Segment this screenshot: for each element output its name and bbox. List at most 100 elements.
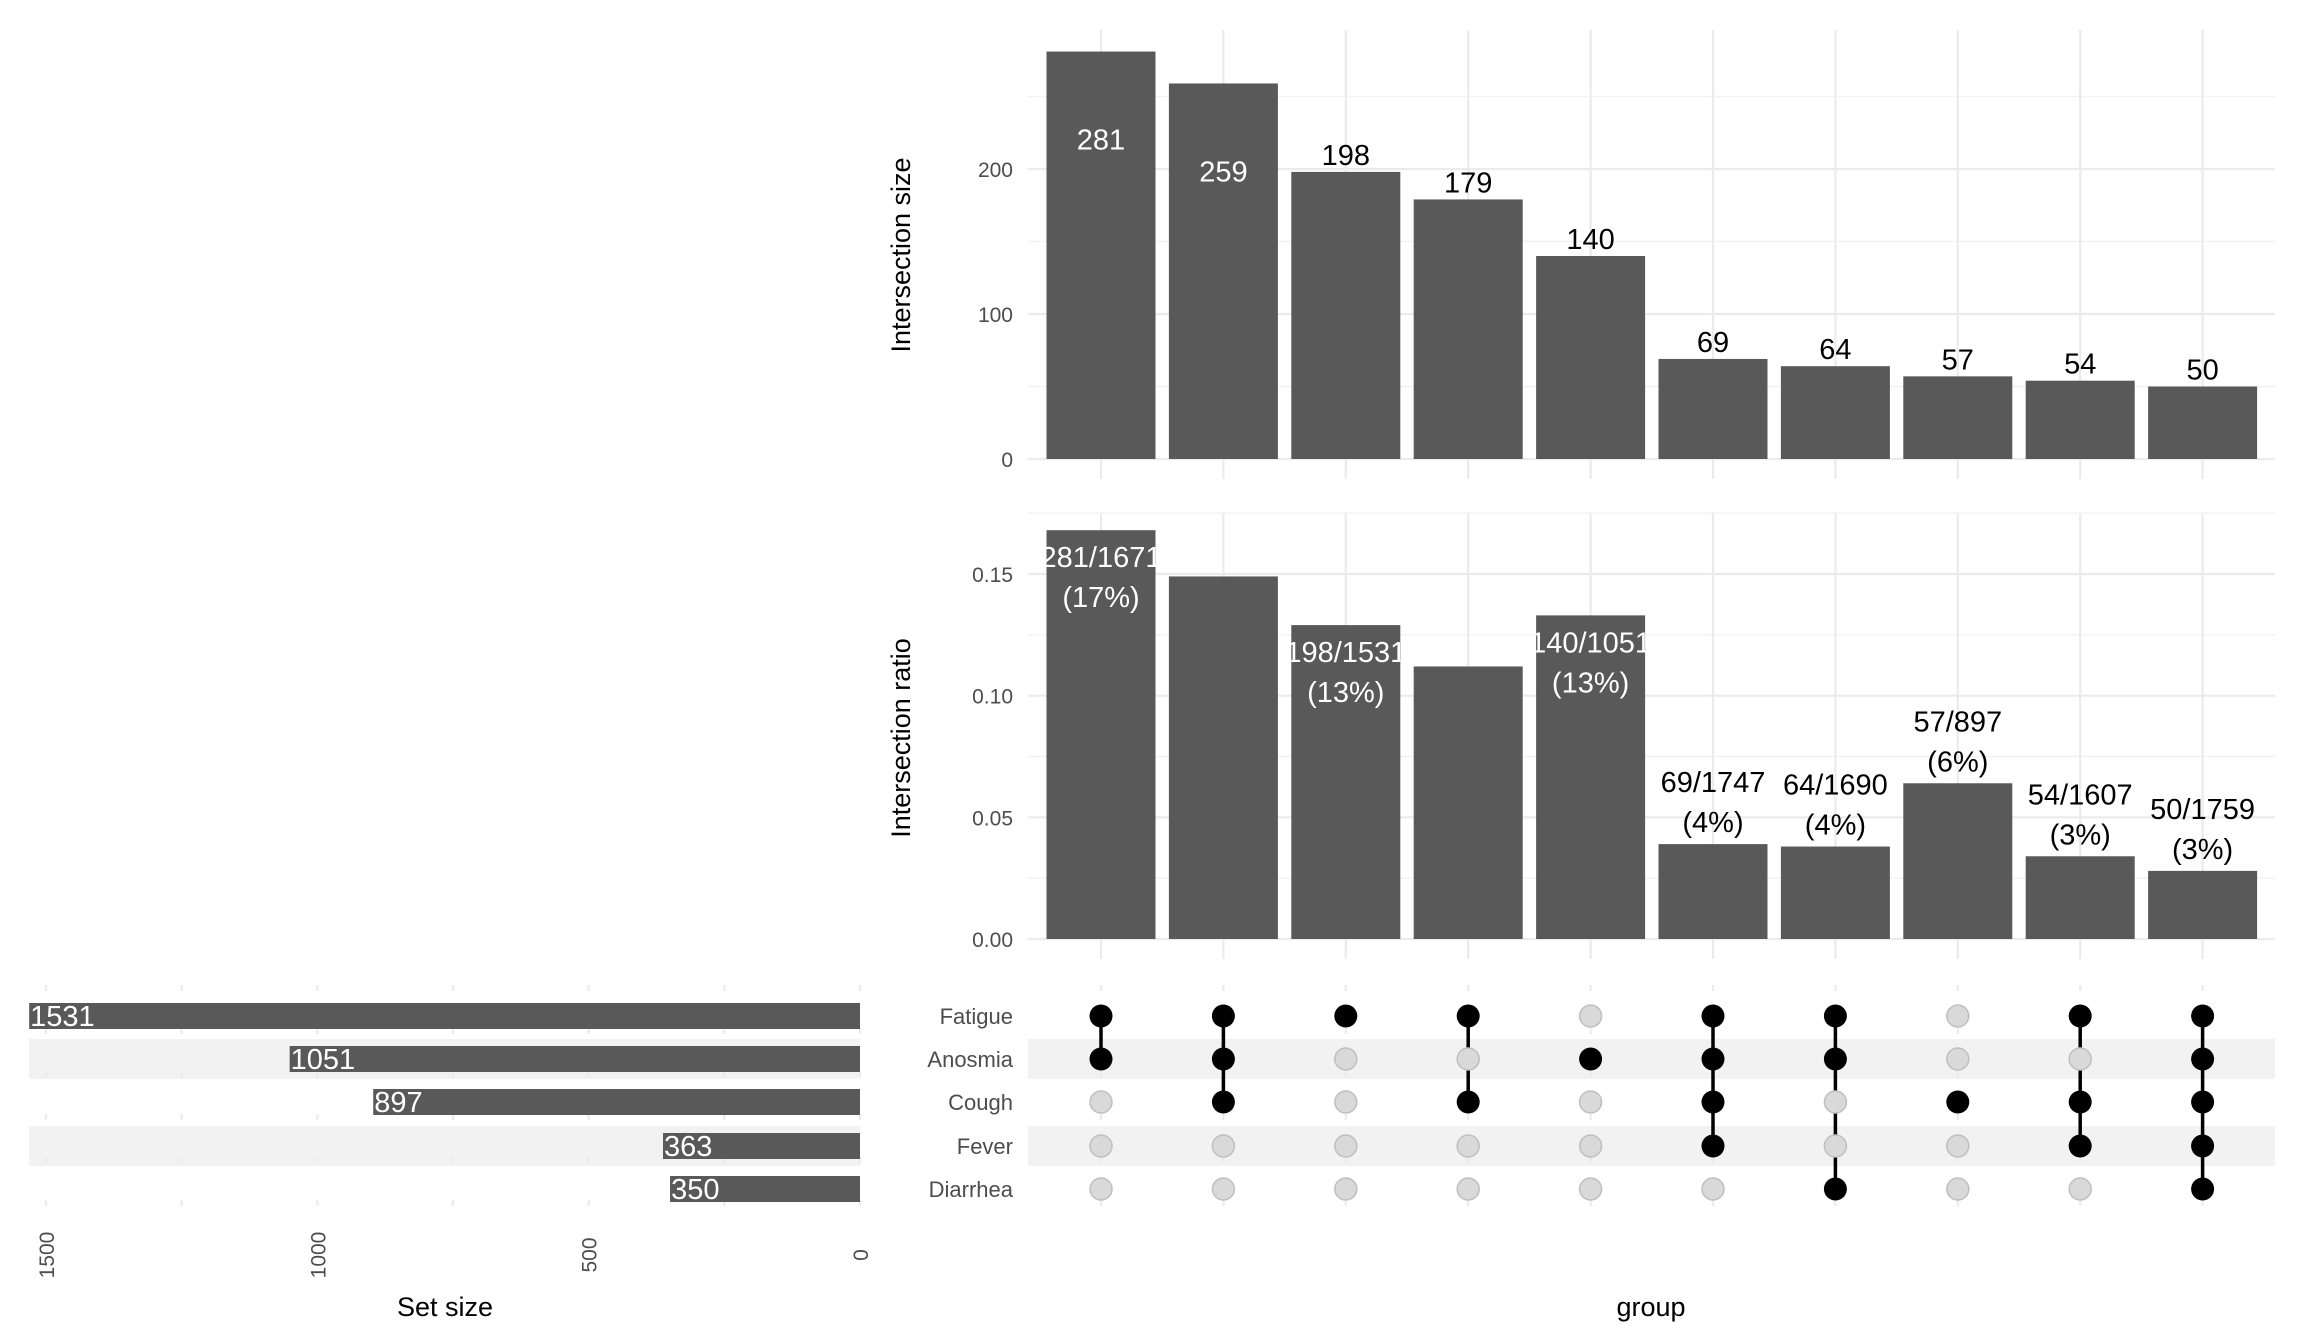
- matrix-dot-active: [1456, 1090, 1480, 1114]
- intersection-size-label: 54: [2064, 349, 2096, 381]
- matrix-dot-active: [1211, 1004, 1235, 1028]
- ratio-tick-label: 0.10: [972, 686, 1013, 709]
- set-size-tick-label: 500: [579, 1237, 602, 1272]
- size-panel-y-ticks: 0 100 200: [978, 159, 1013, 472]
- intersection-size-bar: [1658, 358, 1768, 459]
- matrix-dot-inactive: [1946, 1047, 1970, 1071]
- matrix-dot-active: [2191, 1090, 2215, 1114]
- matrix-dot-active: [2191, 1177, 2215, 1201]
- intersection-size-bar: [2148, 386, 2258, 459]
- intersection-ratio-label: 140/1051: [1530, 627, 1651, 659]
- matrix-dot-inactive: [1334, 1090, 1358, 1114]
- intersection-ratio-pct: (6%): [1927, 746, 1988, 778]
- matrix-dot-active: [1701, 1004, 1725, 1028]
- set-size-bar: [373, 1089, 860, 1115]
- matrix-dot-active: [2191, 1134, 2215, 1158]
- matrix-dot-inactive: [1456, 1177, 1480, 1201]
- matrix-dot-active: [1823, 1177, 1847, 1201]
- ratio-label-clip: 140/1051 (13%): [1530, 627, 1651, 699]
- matrix-dot-active: [1089, 1047, 1113, 1071]
- ratio-label-clip: 281/1671 (17%): [1047, 542, 1156, 614]
- matrix-dot-active: [1579, 1047, 1603, 1071]
- intersection-size-label: 64: [1819, 334, 1851, 366]
- matrix-dot-active: [1946, 1090, 1970, 1114]
- matrix-dot-inactive: [1701, 1177, 1725, 1201]
- set-size-tick-label: 1500: [36, 1232, 59, 1279]
- ratio-tick-label: 0.05: [972, 807, 1013, 830]
- matrix-dot-active: [2068, 1134, 2092, 1158]
- set-name-label: Cough: [948, 1090, 1013, 1115]
- intersection-size-bar: [1536, 256, 1646, 459]
- intersection-ratio-label: 198/1531: [1285, 637, 1406, 669]
- set-size-x-ticks: 1500 1000 500 0: [36, 1232, 873, 1279]
- intersection-ratio-pct: (4%): [1805, 810, 1866, 842]
- set-size-bar: [289, 1046, 860, 1072]
- set-size-bar: [29, 1003, 861, 1029]
- intersection-size-bar: [1168, 83, 1278, 459]
- matrix-dot-active: [1823, 1004, 1847, 1028]
- matrix-dot-inactive: [1334, 1047, 1358, 1071]
- ratio-panel-y-ticks: 0.00 0.05 0.10 0.15: [972, 564, 1013, 952]
- size-panel-y-title: Intersection size: [886, 157, 916, 352]
- set-size-label: 350: [671, 1174, 719, 1206]
- intersection-ratio-label: 50/1759: [2150, 794, 2255, 826]
- matrix-dots: [1089, 1004, 2215, 1201]
- matrix-row-stripe: [1028, 1039, 2275, 1079]
- intersection-ratio-label: 54/1607: [2028, 779, 2133, 811]
- set-size-label: 1531: [30, 1001, 95, 1033]
- matrix-dot-active: [2191, 1047, 2215, 1071]
- set-name-label: Anosmia: [927, 1047, 1013, 1072]
- matrix-dot-inactive: [1089, 1090, 1113, 1114]
- matrix-dot-inactive: [1211, 1177, 1236, 1201]
- matrix-dot-inactive: [1823, 1090, 1848, 1114]
- set-name-label: Diarrhea: [929, 1177, 1014, 1202]
- matrix-dot-inactive: [1456, 1047, 1480, 1071]
- size-tick-label: 200: [978, 159, 1013, 182]
- ratio-panel-y-title: Intersection ratio: [886, 638, 916, 838]
- set-size-label: 363: [664, 1131, 712, 1163]
- matrix-dot-active: [1701, 1090, 1725, 1114]
- set-name-label: Fever: [957, 1134, 1013, 1159]
- set-names: Fatigue Anosmia Cough Fever Diarrhea: [927, 1004, 1013, 1202]
- matrix-row-stripe: [1028, 1126, 2275, 1166]
- matrix-dot-inactive: [1456, 1134, 1480, 1158]
- matrix-dot-active: [2068, 1090, 2092, 1114]
- intersection-ratio-bar: [2148, 870, 2258, 939]
- intersection-ratio-bar: [1413, 666, 1523, 939]
- intersection-size-label: 179: [1444, 167, 1492, 199]
- matrix-dot-inactive: [1334, 1134, 1358, 1158]
- set-size-bar: [663, 1133, 860, 1159]
- matrix-dot-inactive: [2068, 1177, 2092, 1201]
- matrix-grid: [1028, 985, 2275, 1222]
- set-size-label: 1051: [291, 1044, 356, 1076]
- matrix-dot-inactive: [1089, 1177, 1113, 1201]
- matrix-dot-active: [1211, 1047, 1235, 1071]
- intersection-ratio-bar: [1046, 530, 1156, 939]
- intersection-size-bar: [1780, 366, 1890, 459]
- matrix-dot-active: [2068, 1004, 2092, 1028]
- set-size-bars: 1531 1051 897 363 350: [29, 1001, 861, 1206]
- matrix-dot-inactive: [2068, 1047, 2092, 1071]
- intersection-ratio-pct: (13%): [1552, 667, 1629, 699]
- intersection-ratio-pct: (3%): [2050, 819, 2111, 851]
- matrix-dot-active: [2191, 1004, 2215, 1028]
- matrix-dot-active: [1211, 1090, 1235, 1114]
- intersection-ratio-bar: [1291, 625, 1401, 939]
- intersection-size-label: 198: [1322, 140, 1370, 172]
- ratio-panel-bars: 281/1671 (17%) 198/1531 (13%) 140/1051 (13%) 6…: [1046, 530, 2258, 939]
- matrix-dot-inactive: [1946, 1177, 1970, 1201]
- intersection-ratio-pct: (17%): [1062, 582, 1139, 614]
- matrix-dot-active: [1456, 1004, 1480, 1028]
- intersection-ratio-label: 64/1690: [1783, 770, 1888, 802]
- matrix-dot-active: [1701, 1047, 1725, 1071]
- matrix-dot-inactive: [1946, 1004, 1970, 1028]
- matrix-dot-active: [1334, 1004, 1358, 1028]
- intersection-size-bar: [1413, 199, 1523, 459]
- intersection-ratio-bar: [1168, 576, 1278, 939]
- matrix-dot-inactive: [1578, 1134, 1603, 1158]
- intersection-ratio-bar: [1780, 846, 1890, 939]
- intersection-size-label: 69: [1697, 327, 1729, 359]
- ratio-label-clip: 198/1531 (13%): [1285, 637, 1406, 709]
- matrix-dot-inactive: [1823, 1134, 1848, 1158]
